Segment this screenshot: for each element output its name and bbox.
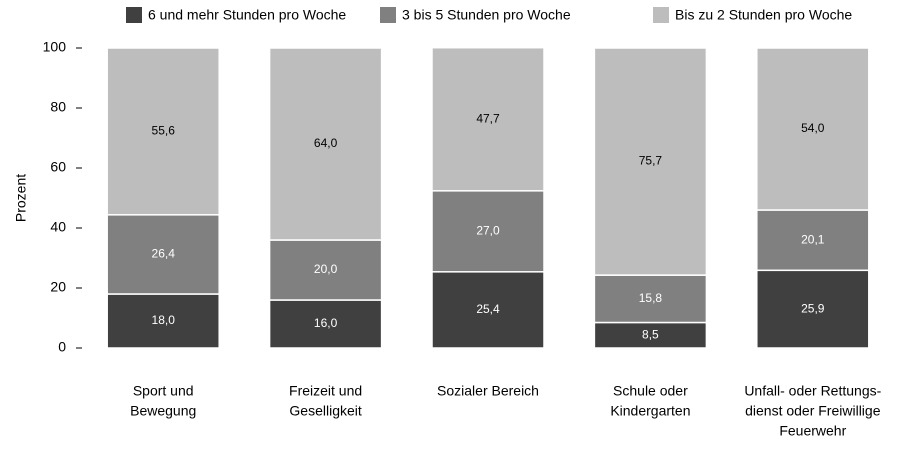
y-tick-label: 40 [50, 219, 66, 235]
bar-segment [268, 47, 383, 241]
y-axis-label: Prozent [13, 174, 29, 222]
bar-segment [431, 190, 545, 273]
bar-segment [756, 47, 870, 211]
bar-segment [106, 293, 220, 349]
value-label: 75,7 [639, 154, 663, 168]
value-label: 8,5 [642, 327, 659, 341]
legend-label: 6 und mehr Stunden pro Woche [148, 7, 346, 23]
bar-segment [268, 239, 383, 301]
x-tick-label: Bewegung [130, 403, 196, 419]
legend-label: 3 bis 5 Stunden pro Woche [402, 7, 571, 23]
bar-segment [756, 209, 870, 272]
bar-segment [756, 269, 870, 349]
x-tick-label: Schule oder [613, 383, 688, 399]
value-label: 15,8 [639, 291, 663, 305]
value-label: 20,0 [314, 262, 338, 276]
value-label: 27,0 [476, 223, 500, 237]
value-label: 26,4 [152, 247, 176, 261]
legend-swatch [380, 7, 396, 23]
y-tick-label: 80 [50, 99, 66, 115]
bar-segment [593, 321, 708, 349]
y-tick-label: 0 [58, 339, 66, 355]
legend-label: Bis zu 2 Stunden pro Woche [675, 7, 852, 23]
value-label: 64,0 [314, 136, 338, 150]
x-tick-label: Feuerwehr [779, 423, 846, 439]
bar-segment [593, 274, 708, 324]
bar-segment [106, 214, 220, 295]
value-label: 18,0 [152, 313, 176, 327]
x-tick-label: dienst oder Freiwillige [745, 403, 881, 419]
value-label: 20,1 [801, 232, 825, 246]
x-tick-label: Kindergarten [610, 403, 690, 419]
x-tick-label: Sozialer Bereich [437, 383, 539, 399]
value-label: 25,9 [801, 301, 825, 315]
y-tick-label: 20 [50, 279, 66, 295]
value-label: 55,6 [152, 124, 176, 138]
bar-segment [106, 47, 220, 216]
x-tick-label: Geselligkeit [289, 403, 361, 419]
value-label: 16,0 [314, 316, 338, 330]
bar-segment [431, 271, 545, 349]
y-tick-label: 60 [50, 159, 66, 175]
bar-segment [431, 46, 545, 192]
x-tick-label: Freizeit und [289, 383, 362, 399]
value-label: 54,0 [801, 121, 825, 135]
x-tick-label: Sport und [133, 383, 194, 399]
y-tick-label: 100 [43, 39, 67, 55]
legend-swatch [653, 7, 669, 23]
bar-segment [593, 47, 708, 276]
value-label: 25,4 [476, 302, 500, 316]
value-label: 47,7 [476, 111, 500, 125]
x-tick-label: Unfall- oder Rettungs- [744, 383, 881, 399]
legend-swatch [126, 7, 142, 23]
